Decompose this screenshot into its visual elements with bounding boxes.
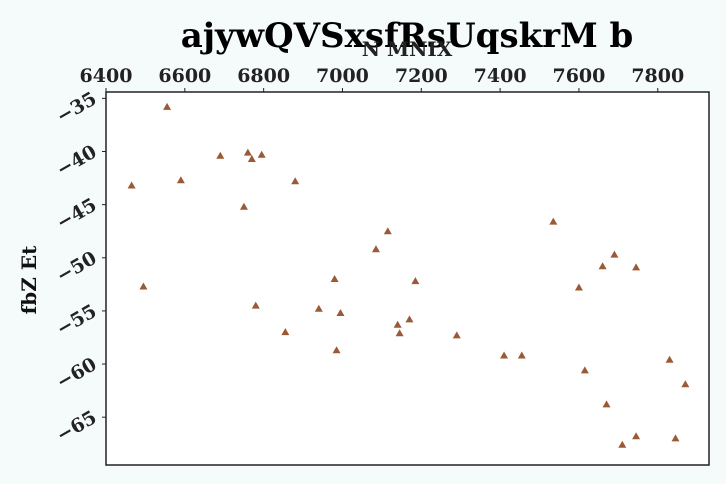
- data-point: [393, 320, 402, 328]
- data-point: [517, 351, 526, 359]
- data-point: [314, 304, 323, 312]
- x-tick-label: 7400: [474, 65, 527, 87]
- data-point: [632, 432, 641, 440]
- data-point: [247, 154, 256, 162]
- x-tick-label: 7200: [395, 65, 448, 87]
- data-point: [281, 328, 290, 336]
- data-point: [383, 227, 392, 235]
- x-tick-label: 7600: [552, 65, 605, 87]
- data-point: [681, 380, 690, 388]
- data-point: [216, 151, 225, 159]
- data-point: [332, 346, 341, 354]
- data-point: [371, 245, 380, 253]
- data-point: [665, 355, 674, 363]
- data-point: [405, 315, 414, 323]
- data-point: [598, 262, 607, 270]
- plot-area: [105, 91, 710, 466]
- y-tick-label: −65: [53, 406, 101, 446]
- y-tick-label: −40: [53, 141, 101, 181]
- data-point: [610, 250, 619, 258]
- data-point: [500, 351, 509, 359]
- data-point: [243, 148, 252, 156]
- data-point: [330, 275, 339, 283]
- data-point: [580, 366, 589, 374]
- data-point: [336, 309, 345, 317]
- x-axis-ticks: 6400 6600 6800 7000 7200 7400 7600 7800: [80, 65, 684, 92]
- data-points: [127, 102, 690, 448]
- data-point: [257, 150, 266, 158]
- data-point: [251, 301, 260, 309]
- data-point: [632, 263, 641, 271]
- y-tick-label: −60: [53, 353, 101, 393]
- x-tick-label: 7800: [631, 65, 684, 87]
- data-point: [452, 331, 461, 339]
- data-point: [549, 217, 558, 225]
- y-tick-label: −55: [53, 300, 101, 340]
- y-axis-label: fbZ Et: [17, 245, 41, 314]
- data-point: [574, 283, 583, 291]
- x-tick-label: 6800: [237, 65, 290, 87]
- y-tick-label: −45: [53, 194, 101, 234]
- data-point: [618, 440, 627, 448]
- data-point: [139, 282, 148, 290]
- data-point: [176, 176, 185, 184]
- x-tick-label: 7000: [316, 65, 369, 87]
- data-point: [411, 277, 420, 285]
- data-point: [395, 329, 404, 337]
- y-axis-ticks: −35 −40 −45 −50 −55 −60 −65: [53, 88, 106, 447]
- y-tick-label: −35: [53, 88, 101, 128]
- x-tick-label: 6400: [80, 65, 133, 87]
- chart-title: ajywQVSxsfRsUqskrM b: [181, 16, 634, 56]
- data-point: [291, 177, 300, 185]
- x-axis-label: N MNIX: [362, 37, 453, 61]
- y-tick-label: −50: [53, 247, 101, 287]
- x-tick-label: 6600: [158, 65, 211, 87]
- data-point: [602, 400, 611, 408]
- data-point: [239, 202, 248, 210]
- data-point: [127, 181, 136, 189]
- data-point: [671, 434, 680, 442]
- data-point: [163, 102, 172, 110]
